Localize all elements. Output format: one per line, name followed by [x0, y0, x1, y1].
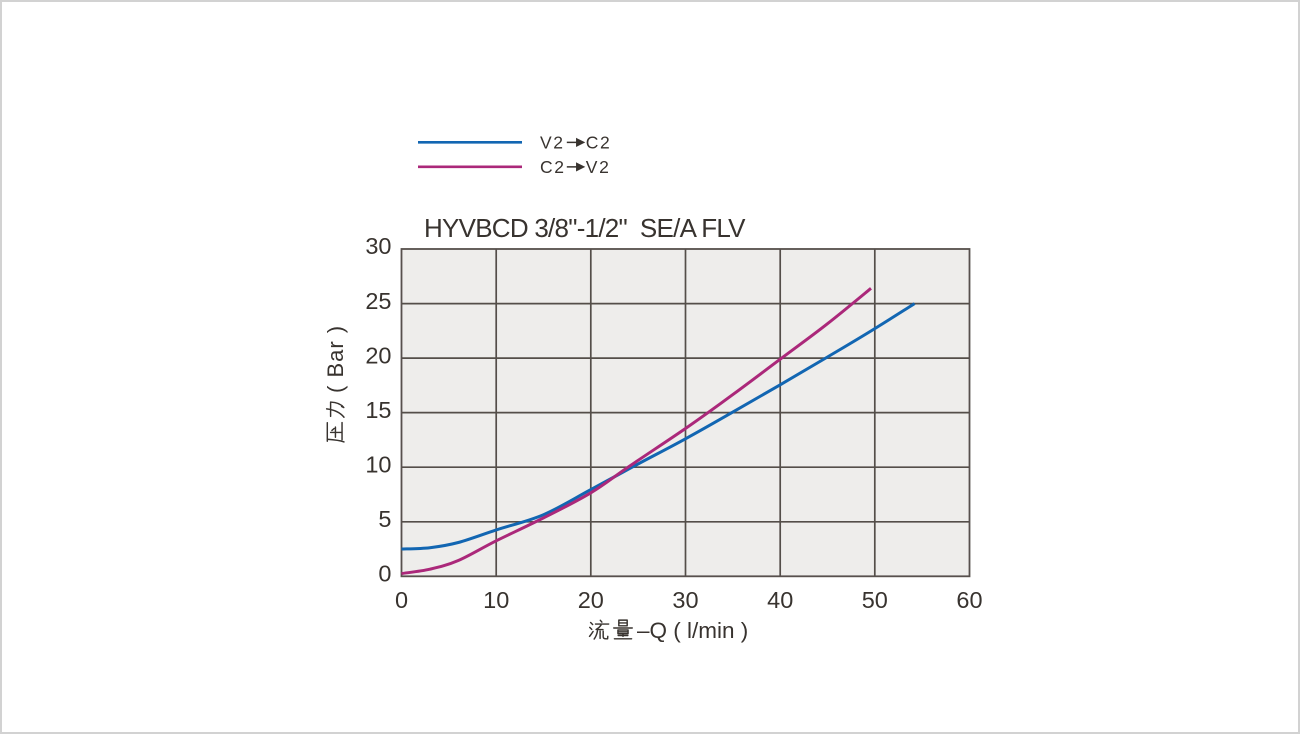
svg-text:30: 30: [672, 587, 698, 613]
svg-text:25: 25: [365, 288, 391, 314]
svg-text:V2: V2: [540, 133, 565, 153]
svg-text:5: 5: [378, 506, 391, 532]
svg-text:60: 60: [956, 587, 982, 613]
svg-text:50: 50: [862, 587, 888, 613]
svg-text:20: 20: [578, 587, 604, 613]
svg-text:20: 20: [365, 342, 391, 368]
svg-text:0: 0: [378, 561, 391, 587]
svg-text:–Q ( l/min ): –Q ( l/min ): [637, 618, 748, 643]
svg-text:C2: C2: [586, 133, 612, 153]
svg-text:HYVBCD 3/8"-1/2" SE/A FLV: HYVBCD 3/8"-1/2" SE/A FLV: [424, 213, 746, 243]
svg-text:40: 40: [767, 587, 793, 613]
svg-text:0: 0: [395, 587, 408, 613]
svg-text:( Bar ): ( Bar ): [323, 325, 348, 393]
svg-text:10: 10: [483, 587, 509, 613]
svg-text:15: 15: [365, 397, 391, 423]
svg-text:V2: V2: [586, 157, 611, 177]
svg-text:C2: C2: [540, 157, 566, 177]
svg-text:10: 10: [365, 451, 391, 477]
svg-text:30: 30: [365, 233, 391, 259]
